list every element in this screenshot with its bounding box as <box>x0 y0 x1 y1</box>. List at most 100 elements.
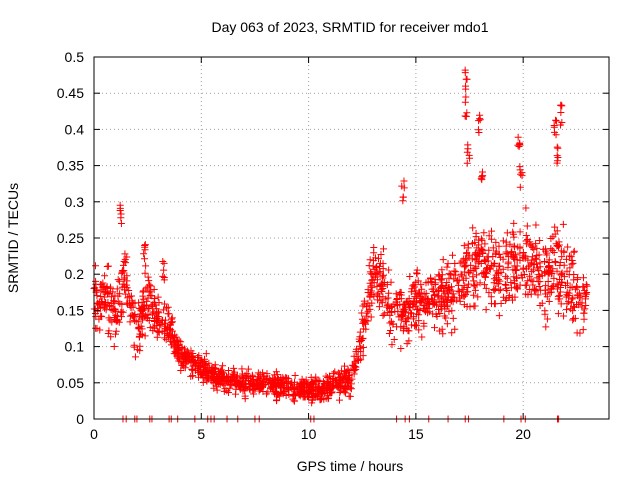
data-point <box>204 371 212 379</box>
data-point <box>428 285 436 293</box>
data-point <box>371 254 379 262</box>
data-point <box>123 253 131 261</box>
data-point <box>557 101 565 109</box>
data-point <box>114 276 122 284</box>
data-point <box>531 255 539 263</box>
data-point <box>225 372 233 380</box>
data-point <box>534 291 542 299</box>
data-point <box>522 240 530 248</box>
data-point <box>134 324 142 332</box>
data-point <box>257 384 265 392</box>
data-point <box>483 264 491 272</box>
data-point <box>142 262 150 270</box>
data-point <box>379 312 387 320</box>
data-point <box>328 375 336 383</box>
data-point <box>447 297 455 305</box>
data-point <box>505 253 513 261</box>
data-point <box>445 307 453 315</box>
data-point <box>545 298 553 306</box>
data-point <box>408 285 416 293</box>
data-point <box>359 319 367 327</box>
data-point <box>240 384 248 392</box>
data-point <box>327 389 335 397</box>
data-point <box>232 390 240 398</box>
data-point <box>564 243 572 251</box>
data-point <box>558 269 566 277</box>
data-point <box>113 285 121 293</box>
data-point <box>479 172 487 180</box>
data-point <box>280 380 288 388</box>
data-point <box>367 313 375 321</box>
data-point <box>386 326 394 334</box>
data-point <box>579 326 587 334</box>
data-point <box>348 375 356 383</box>
data-point <box>130 343 138 351</box>
data-point <box>350 352 358 360</box>
data-point <box>481 281 489 289</box>
data-point <box>482 284 490 292</box>
data-point <box>118 270 126 278</box>
data-point <box>462 274 470 282</box>
data-point <box>402 318 410 326</box>
data-point <box>138 298 146 306</box>
data-point <box>139 306 147 314</box>
data-point <box>333 377 341 385</box>
data-point <box>558 102 566 110</box>
data-point <box>284 385 292 393</box>
data-point <box>441 289 449 297</box>
data-point <box>141 243 149 251</box>
data-point <box>444 260 452 268</box>
data-point <box>414 277 422 285</box>
data-point <box>337 373 345 381</box>
data-point <box>473 244 481 252</box>
data-point <box>536 259 544 267</box>
data-point <box>460 259 468 267</box>
data-point <box>554 144 562 152</box>
data-point <box>553 143 561 151</box>
data-point <box>96 326 104 334</box>
data-point <box>580 309 588 317</box>
data-point <box>533 244 541 252</box>
data-point <box>420 319 428 327</box>
data-point <box>570 248 578 256</box>
data-point <box>212 364 220 372</box>
data-point <box>366 279 374 287</box>
data-point <box>154 293 162 301</box>
data-point <box>433 287 441 295</box>
data-point <box>580 315 588 323</box>
data-point <box>545 258 553 266</box>
data-point <box>282 392 290 400</box>
data-point <box>375 303 383 311</box>
data-point <box>386 319 394 327</box>
data-point <box>364 286 372 294</box>
data-point <box>101 272 109 280</box>
data-point <box>530 246 538 254</box>
data-point <box>427 295 435 303</box>
data-point <box>413 266 421 274</box>
data-point <box>136 342 144 350</box>
data-point <box>141 269 149 277</box>
data-point <box>411 321 419 329</box>
data-point <box>139 292 147 300</box>
data-point <box>443 278 451 286</box>
data-point <box>470 282 478 290</box>
data-point <box>142 311 150 319</box>
data-point <box>152 309 160 317</box>
data-point <box>579 283 587 291</box>
data-point <box>402 325 410 333</box>
data-point <box>178 361 186 369</box>
data-point <box>562 293 570 301</box>
data-point <box>112 330 120 338</box>
data-point <box>516 228 524 236</box>
data-point <box>479 249 487 257</box>
data-point <box>355 357 363 365</box>
data-point <box>163 304 171 312</box>
data-point <box>111 292 119 300</box>
data-point <box>337 387 345 395</box>
data-point <box>449 251 457 259</box>
data-point <box>384 300 392 308</box>
data-point <box>373 282 381 290</box>
data-point <box>138 312 146 320</box>
data-point <box>233 376 241 384</box>
data-point <box>309 379 317 387</box>
